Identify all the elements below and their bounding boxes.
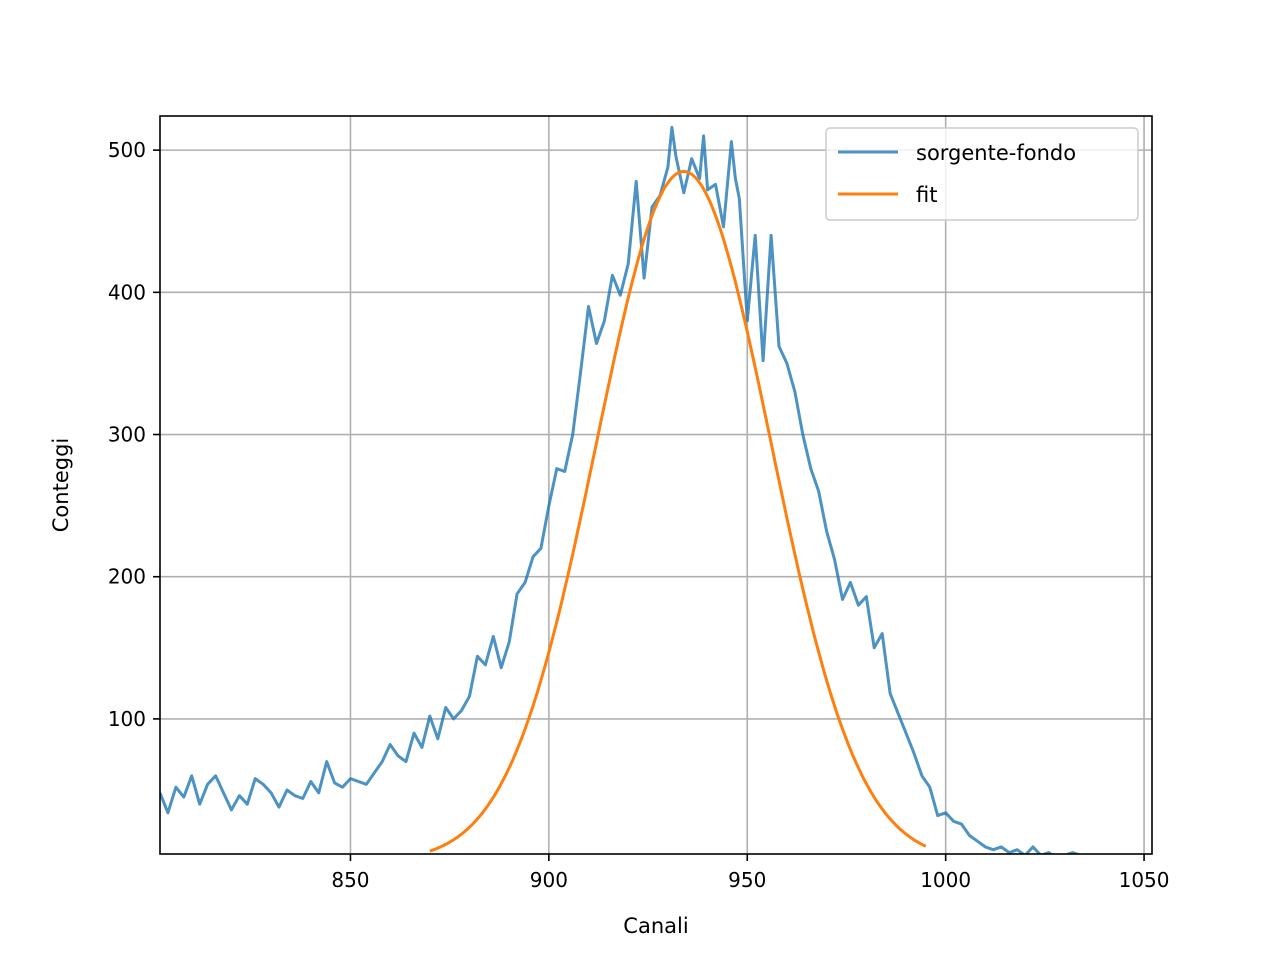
legend-box	[825, 127, 1139, 221]
x-tick-label-1000: 1000	[920, 868, 971, 892]
x-tick-label-950: 950	[728, 868, 766, 892]
y-tick-label-500: 500	[108, 138, 146, 162]
series-line-fit	[429, 170, 927, 853]
y-tick-label-200: 200	[108, 565, 146, 589]
x-tick-label-1050: 1050	[1119, 868, 1170, 892]
plot-frame	[159, 115, 1153, 855]
x-axis-label: Canali	[623, 914, 688, 938]
ticks: 850 900 950 1000 1050 100 200 300 400 500	[108, 138, 1170, 892]
series-layer	[160, 125, 1112, 854]
y-axis-label: Conteggi	[49, 438, 73, 532]
y-tick-label-100: 100	[108, 707, 146, 731]
legend-label-sorgente-fondo: sorgente-fondo	[916, 141, 1076, 165]
x-tick-label-850: 850	[331, 868, 369, 892]
y-tick-label-300: 300	[108, 423, 146, 447]
series-line-sorgente-fondo	[160, 125, 1112, 854]
legend-label-fit: fit	[916, 183, 937, 207]
legend: sorgente-fondo fit	[825, 127, 1139, 221]
y-tick-label-400: 400	[108, 280, 146, 304]
x-tick-label-900: 900	[530, 868, 568, 892]
